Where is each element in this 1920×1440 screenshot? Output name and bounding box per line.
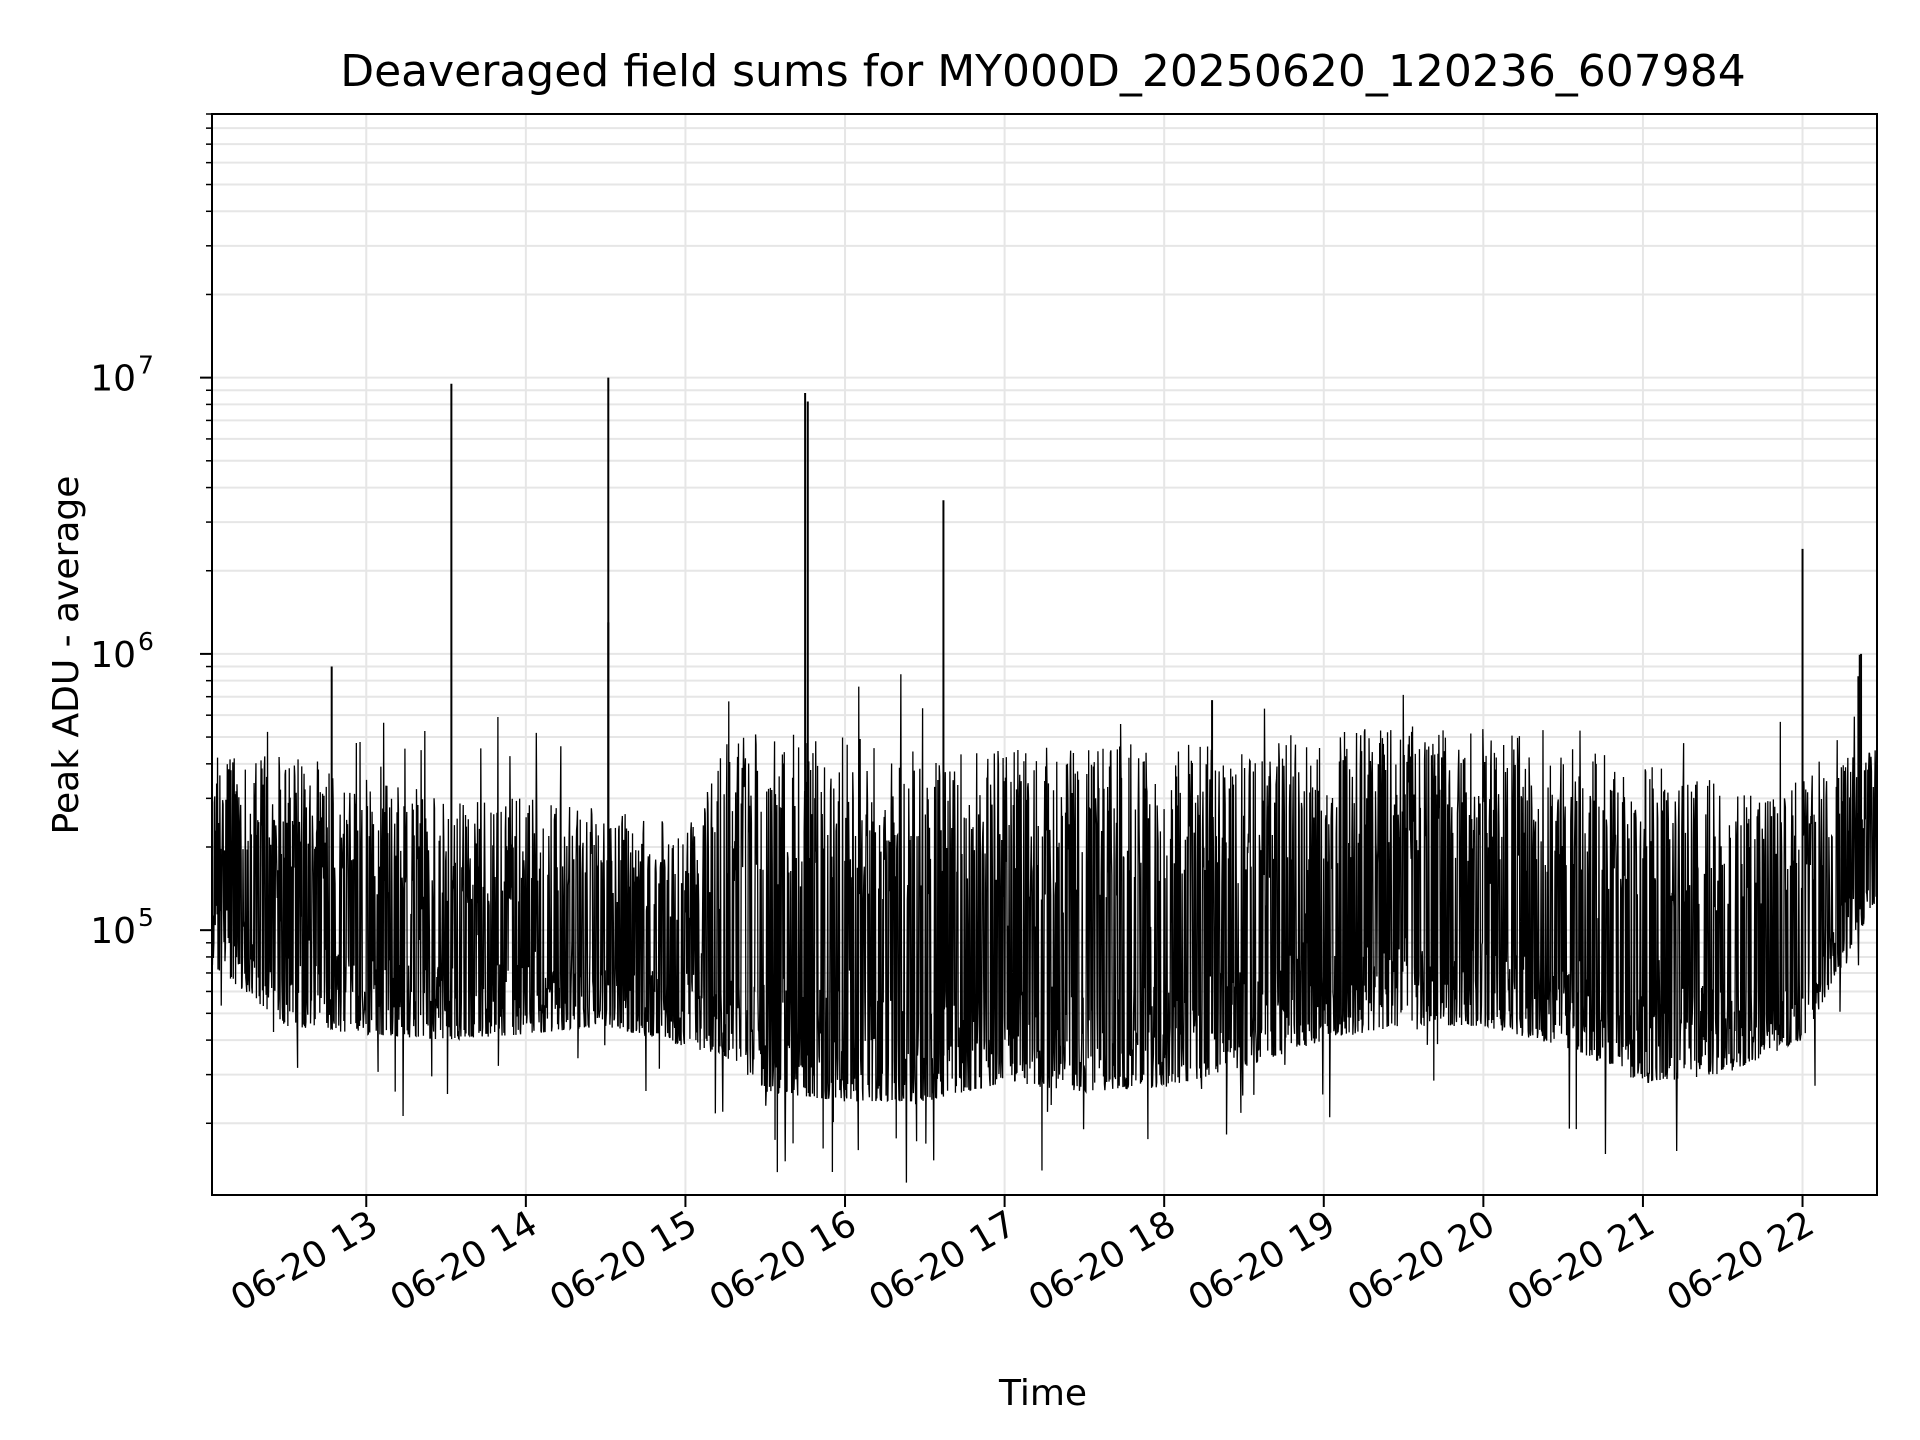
x-tick-label: 06-20 13	[224, 1203, 385, 1319]
x-tick-label: 06-20 17	[862, 1203, 1023, 1319]
y-tick-exponent: 7	[138, 351, 154, 380]
x-tick-label: 06-20 19	[1182, 1203, 1343, 1319]
y-tick-exponent: 5	[138, 903, 154, 932]
y-tick-exponent: 6	[138, 627, 154, 656]
data-line	[211, 377, 1878, 1183]
x-tick-label: 06-20 16	[703, 1203, 864, 1319]
x-axis-label: Time	[998, 1373, 1087, 1414]
x-tick-label: 06-20 20	[1341, 1203, 1502, 1319]
x-tick-label: 06-20 15	[543, 1203, 704, 1319]
y-tick-label: 10	[90, 359, 136, 400]
y-tick-label: 10	[90, 911, 136, 952]
y-tick-label: 10	[90, 635, 136, 676]
chart-title: Deaveraged field sums for MY000D_2025062…	[340, 46, 1746, 97]
x-tick-label: 06-20 14	[384, 1203, 545, 1319]
series-line	[211, 654, 1878, 1183]
y-axis-label: Peak ADU - average	[46, 476, 87, 835]
x-tick-label: 06-20 21	[1501, 1203, 1662, 1319]
x-tick-label: 06-20 22	[1660, 1203, 1821, 1319]
x-tick-label: 06-20 18	[1022, 1203, 1183, 1319]
